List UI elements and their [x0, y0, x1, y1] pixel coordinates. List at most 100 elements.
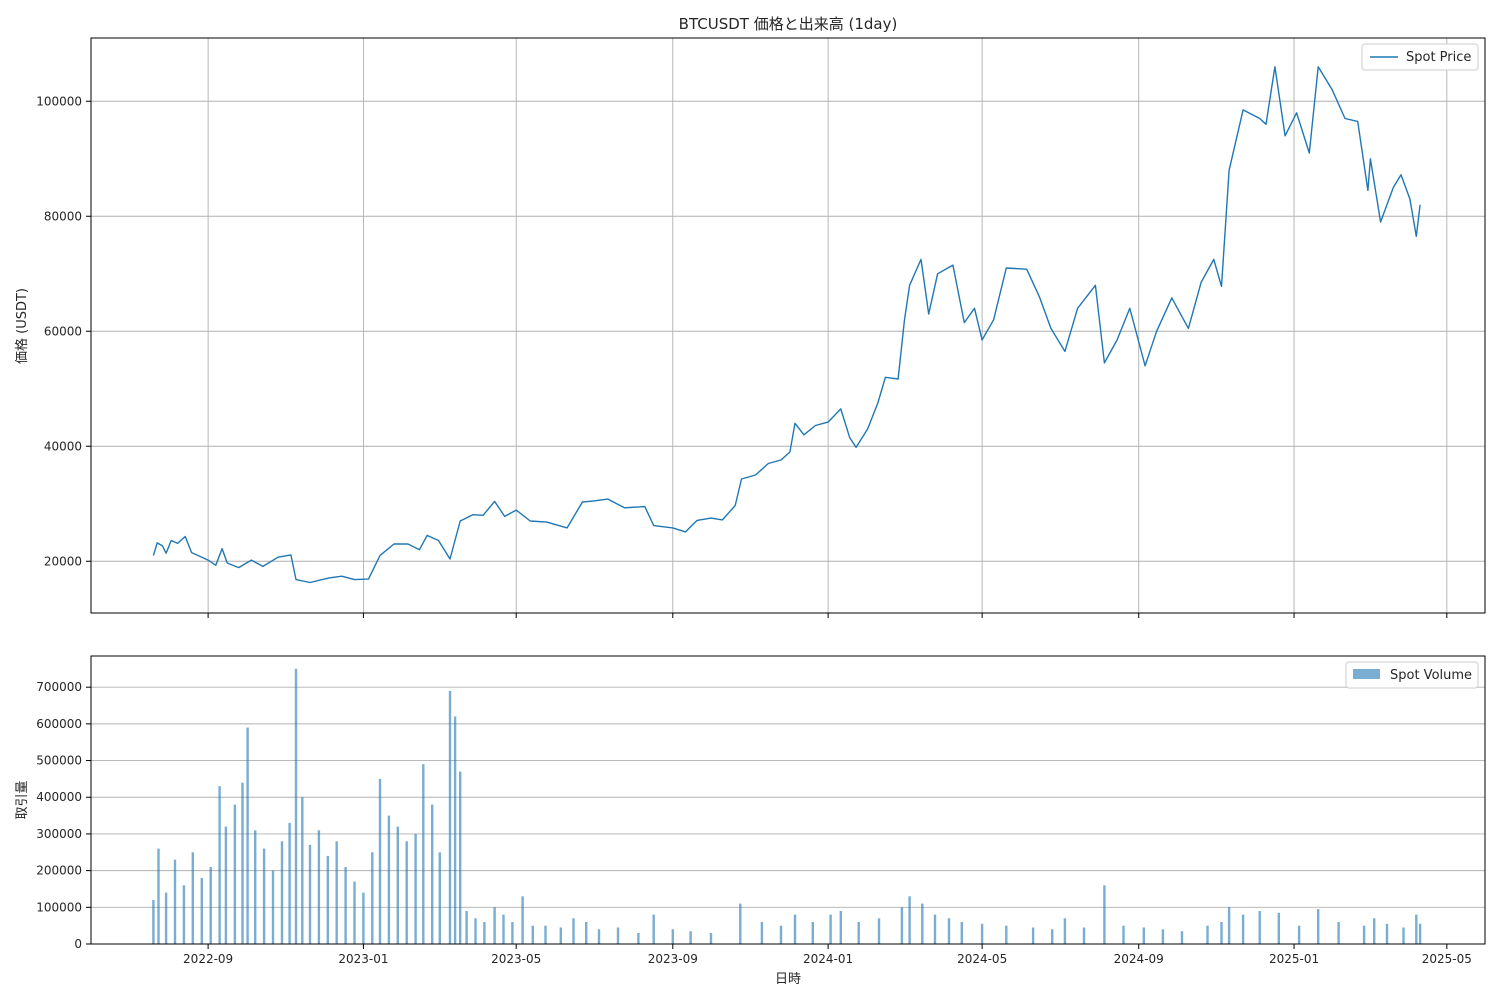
volume-x-tick-label: 2023-09 — [648, 952, 698, 966]
volume-bar — [173, 859, 177, 944]
volume-bar — [511, 922, 514, 944]
volume-bar — [335, 841, 338, 944]
volume-bar — [616, 927, 620, 944]
volume-y-tick-label: 600000 — [36, 717, 82, 731]
price-y-tick-label: 20000 — [44, 554, 82, 568]
volume-y-tick-label: 200000 — [36, 864, 82, 878]
volume-y-tick-label: 0 — [74, 937, 82, 951]
volume-bar — [980, 923, 984, 944]
price-panel: 20000 40000 60000 80000 100000 価格 (USDT) Spo… — [14, 37, 1486, 618]
volume-legend: Spot Volume — [1345, 661, 1479, 689]
volume-legend-label: Spot Volume — [1390, 668, 1472, 683]
volume-bar — [1082, 927, 1086, 944]
volume-bar — [839, 911, 842, 944]
volume-bar — [262, 848, 266, 944]
volume-bar — [671, 929, 674, 944]
price-y-tick-label: 40000 — [44, 439, 82, 453]
volume-bar — [438, 852, 441, 944]
volume-bar — [689, 931, 692, 944]
volume-bar — [829, 914, 832, 944]
volume-bar — [371, 852, 374, 944]
volume-bar — [422, 764, 425, 944]
volume-bar — [709, 933, 713, 944]
volume-legend-swatch — [1353, 669, 1380, 679]
price-grid — [91, 38, 1485, 613]
volume-bar — [857, 922, 860, 944]
volume-bar — [811, 922, 814, 944]
volume-bar — [474, 918, 477, 944]
volume-bar — [448, 690, 452, 944]
price-ticks: 20000 40000 60000 80000 100000 — [36, 94, 1448, 618]
volume-bar — [493, 907, 496, 944]
volume-bar — [521, 896, 524, 944]
volume-bar — [652, 914, 655, 944]
volume-x-tick-label: 2024-09 — [1114, 952, 1164, 966]
volume-bar — [414, 833, 417, 944]
price-legend-box — [1361, 43, 1479, 71]
volume-y-tick-label: 300000 — [36, 827, 82, 841]
volume-x-tick-label: 2023-01 — [338, 952, 388, 966]
volume-bar — [1297, 925, 1301, 944]
volume-bar — [1051, 929, 1054, 944]
volume-bar — [1385, 923, 1389, 944]
price-y-tick-label: 80000 — [44, 209, 82, 223]
volume-bar — [559, 927, 562, 944]
chart-title: BTCUSDT 価格と出来高 (1day) — [679, 15, 898, 33]
volume-bar — [459, 771, 462, 944]
volume-bar — [308, 844, 312, 944]
volume-x-tick-label: 2025-05 — [1422, 952, 1472, 966]
volume-bar — [453, 716, 457, 944]
volume-y-tick-label: 500000 — [36, 754, 82, 768]
volume-bar — [200, 878, 203, 944]
volume-bar — [344, 867, 347, 944]
volume-bar — [362, 892, 365, 944]
volume-bar — [301, 797, 304, 944]
price-ylabel: 価格 (USDT) — [14, 288, 30, 364]
volume-bar — [1415, 914, 1418, 944]
price-y-tick-label: 60000 — [44, 324, 82, 338]
volume-bar — [465, 911, 468, 944]
volume-bar — [431, 804, 434, 944]
volume-bar — [1180, 931, 1184, 944]
volume-bar — [739, 903, 742, 944]
volume-bar — [157, 848, 160, 944]
volume-bar — [1063, 918, 1067, 944]
volume-bar — [1402, 927, 1405, 944]
volume-bar — [597, 929, 601, 944]
volume-grid — [91, 686, 1485, 945]
volume-bar — [1206, 925, 1209, 944]
volume-bar — [246, 727, 249, 944]
volume-bar — [1418, 923, 1422, 944]
volume-bar — [326, 855, 329, 944]
volume-bar — [1258, 911, 1261, 944]
volume-bar — [152, 900, 155, 944]
volume-bar — [241, 782, 244, 944]
volume-y-tick-label: 700000 — [36, 680, 82, 694]
volume-bar — [280, 841, 284, 944]
volume-bar — [1362, 925, 1366, 944]
volume-xlabel: 日時 — [775, 972, 801, 987]
volume-bar — [572, 918, 575, 944]
volume-bar — [779, 925, 783, 944]
volume-bar — [271, 870, 275, 944]
volume-bar — [760, 922, 764, 944]
volume-bar — [793, 914, 797, 944]
volume-bar — [908, 896, 911, 944]
volume-bar — [1122, 925, 1125, 944]
volume-bar — [1103, 885, 1106, 944]
volume-bar — [1317, 909, 1320, 944]
price-legend-label: Spot Price — [1406, 50, 1471, 65]
volume-bar — [483, 922, 486, 944]
volume-bar — [191, 852, 194, 944]
volume-bar — [224, 826, 228, 944]
volume-bar — [353, 881, 356, 944]
price-line — [152, 66, 1421, 584]
volume-bar — [502, 914, 505, 944]
volume-bar — [1277, 912, 1280, 944]
price-frame — [90, 37, 1486, 614]
volume-bar — [1241, 914, 1245, 944]
volume-bar — [544, 925, 547, 944]
volume-ticks: 2022-09 2023-01 2023-05 2023-09 2024-01 2024-… — [36, 680, 1472, 966]
volume-bar — [396, 826, 399, 944]
